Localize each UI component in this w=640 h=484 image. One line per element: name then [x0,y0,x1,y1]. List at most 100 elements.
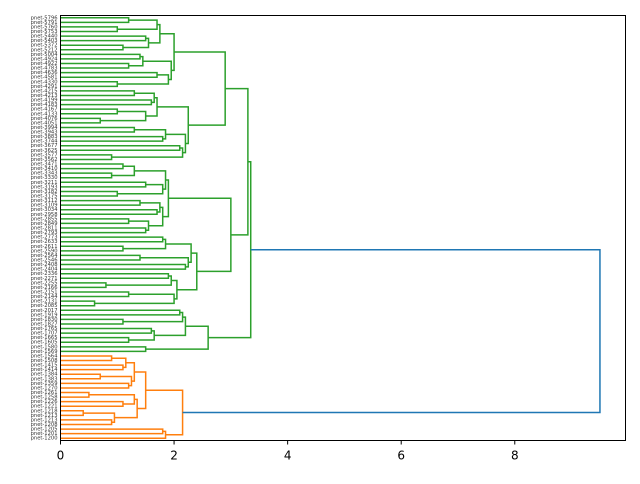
green-cluster-link [148,23,161,44]
green-cluster-link [165,243,192,264]
leaf-label: pnet-1200 [31,436,58,442]
green-cluster-link [60,263,187,270]
orange-cluster-link [114,398,138,419]
leaf-label: pnet-2151 [31,289,58,295]
leaf-label: pnet-1830 [31,317,58,323]
leaf-label: pnet-2408 [31,262,58,268]
green-cluster-link [105,275,172,286]
leaf-label: pnet-2271 [31,276,58,282]
leaf-label: pnet-4291 [31,84,58,90]
leaf-label: pnet-3175 [31,194,58,200]
leaf-label: pnet-5760 [31,24,58,30]
orange-cluster-link [60,382,130,389]
leaf-label: pnet-1213 [31,417,58,423]
leaf-label: pnet-3562 [31,157,58,163]
green-cluster-link [128,330,155,341]
orange-cluster-link [60,430,167,439]
green-cluster-link [60,26,119,33]
leaf-label: pnet-4051 [31,120,58,126]
leaf-label: pnet-3744 [31,139,59,145]
leaf-label: pnet-5212 [31,47,58,53]
green-cluster-link [122,37,150,49]
leaf-label: pnet-1707 [31,331,58,337]
leaf-label: pnet-3471 [31,162,58,168]
green-cluster-link [60,108,119,115]
leaf-label: pnet-4183 [31,102,58,108]
green-cluster-link [60,218,130,225]
leaf-label: pnet-1605 [31,340,58,346]
orange-cluster-link [60,355,113,362]
leaf-label: pnet-4215 [31,88,58,94]
leaf-label: pnet-2811 [31,226,58,232]
leaf-label: pnet-2958 [31,212,58,218]
green-cluster-link [94,293,175,305]
green-cluster-link [168,197,232,273]
green-cluster-link [111,147,184,158]
leaf-label: pnet-1765 [31,326,58,332]
green-cluster-link [174,51,226,126]
leaf-label: pnet-4581 [31,75,58,81]
leaf-label: pnet-2849 [31,221,58,227]
leaf-label: pnet-3034 [31,207,59,213]
leaf-label: pnet-1580 [31,344,58,350]
x-axis: 0 2 4 6 8 [57,440,519,463]
leaf-label: pnet-1665 [31,335,58,341]
green-cluster-link [60,309,181,316]
leaf-label: pnet-4636 [31,70,58,76]
leaf-label: pnet-1226 [31,399,58,405]
leaf-label: pnet-2131 [31,299,58,305]
green-cluster-link [148,206,164,227]
leaf-label: pnet-4167 [31,107,58,113]
green-cluster-link [60,17,130,24]
leaf-label: pnet-2564 [31,253,59,259]
green-cluster-link [60,190,119,197]
leaf-label: pnet-2546 [31,257,58,263]
orange-cluster-link [60,364,124,371]
green-cluster-link [111,165,136,177]
leaf-label: pnet-2255 [31,280,58,286]
leaf-label: pnet-1415 [31,363,58,369]
green-cluster-link [117,19,158,30]
green-cluster-link [60,346,147,353]
x-tick-label: 6 [397,449,405,463]
green-cluster-link [60,208,158,216]
leaf-label: pnet-4199 [31,98,58,104]
green-cluster-link [208,160,252,339]
leaf-label: pnet-1827 [31,321,58,327]
green-cluster-link [60,44,124,51]
green-cluster-link [60,117,101,124]
green-cluster-link [60,172,113,179]
green-cluster-link [60,227,147,234]
leaf-label: pnet-2611 [31,244,58,250]
leaf-label: pnet-1261 [31,390,58,396]
orange-cluster-link [60,410,84,417]
leaf-label: pnet-3943 [31,130,58,136]
orange-cluster-link [100,375,133,387]
leaf-label: pnet-1508 [31,358,58,364]
green-cluster-link [134,170,167,190]
leaf-label: pnet-3182 [31,189,58,195]
green-cluster-link [134,128,167,140]
green-cluster-link [162,179,170,218]
plot-frame [60,15,626,441]
leaf-label: pnet-1919 [31,312,58,318]
leaf-label: pnet-1201 [31,431,58,437]
green-cluster-link [171,279,178,300]
leaf-label: pnet-1258 [31,395,58,401]
x-tick-label: 4 [284,449,292,463]
green-cluster-link [60,135,164,142]
leaf-label: pnet-1205 [31,427,58,433]
leaf-label: pnet-1384 [31,372,59,378]
green-cluster-link [60,236,164,243]
green-cluster-link [60,254,141,261]
leaf-label: pnet-3109 [31,203,58,209]
leaf-label: pnet-4783 [31,66,58,72]
leaf-label: pnet-3343 [31,171,58,177]
orange-cluster-link [60,428,164,435]
leaf-label: pnet-2085 [31,303,58,309]
x-tick-label: 8 [511,449,519,463]
leaf-labels: pnet-5796pnet-5791pnet-5760pnet-5753pnet… [31,15,59,441]
green-cluster-link [60,99,153,106]
green-cluster-link [117,183,164,195]
